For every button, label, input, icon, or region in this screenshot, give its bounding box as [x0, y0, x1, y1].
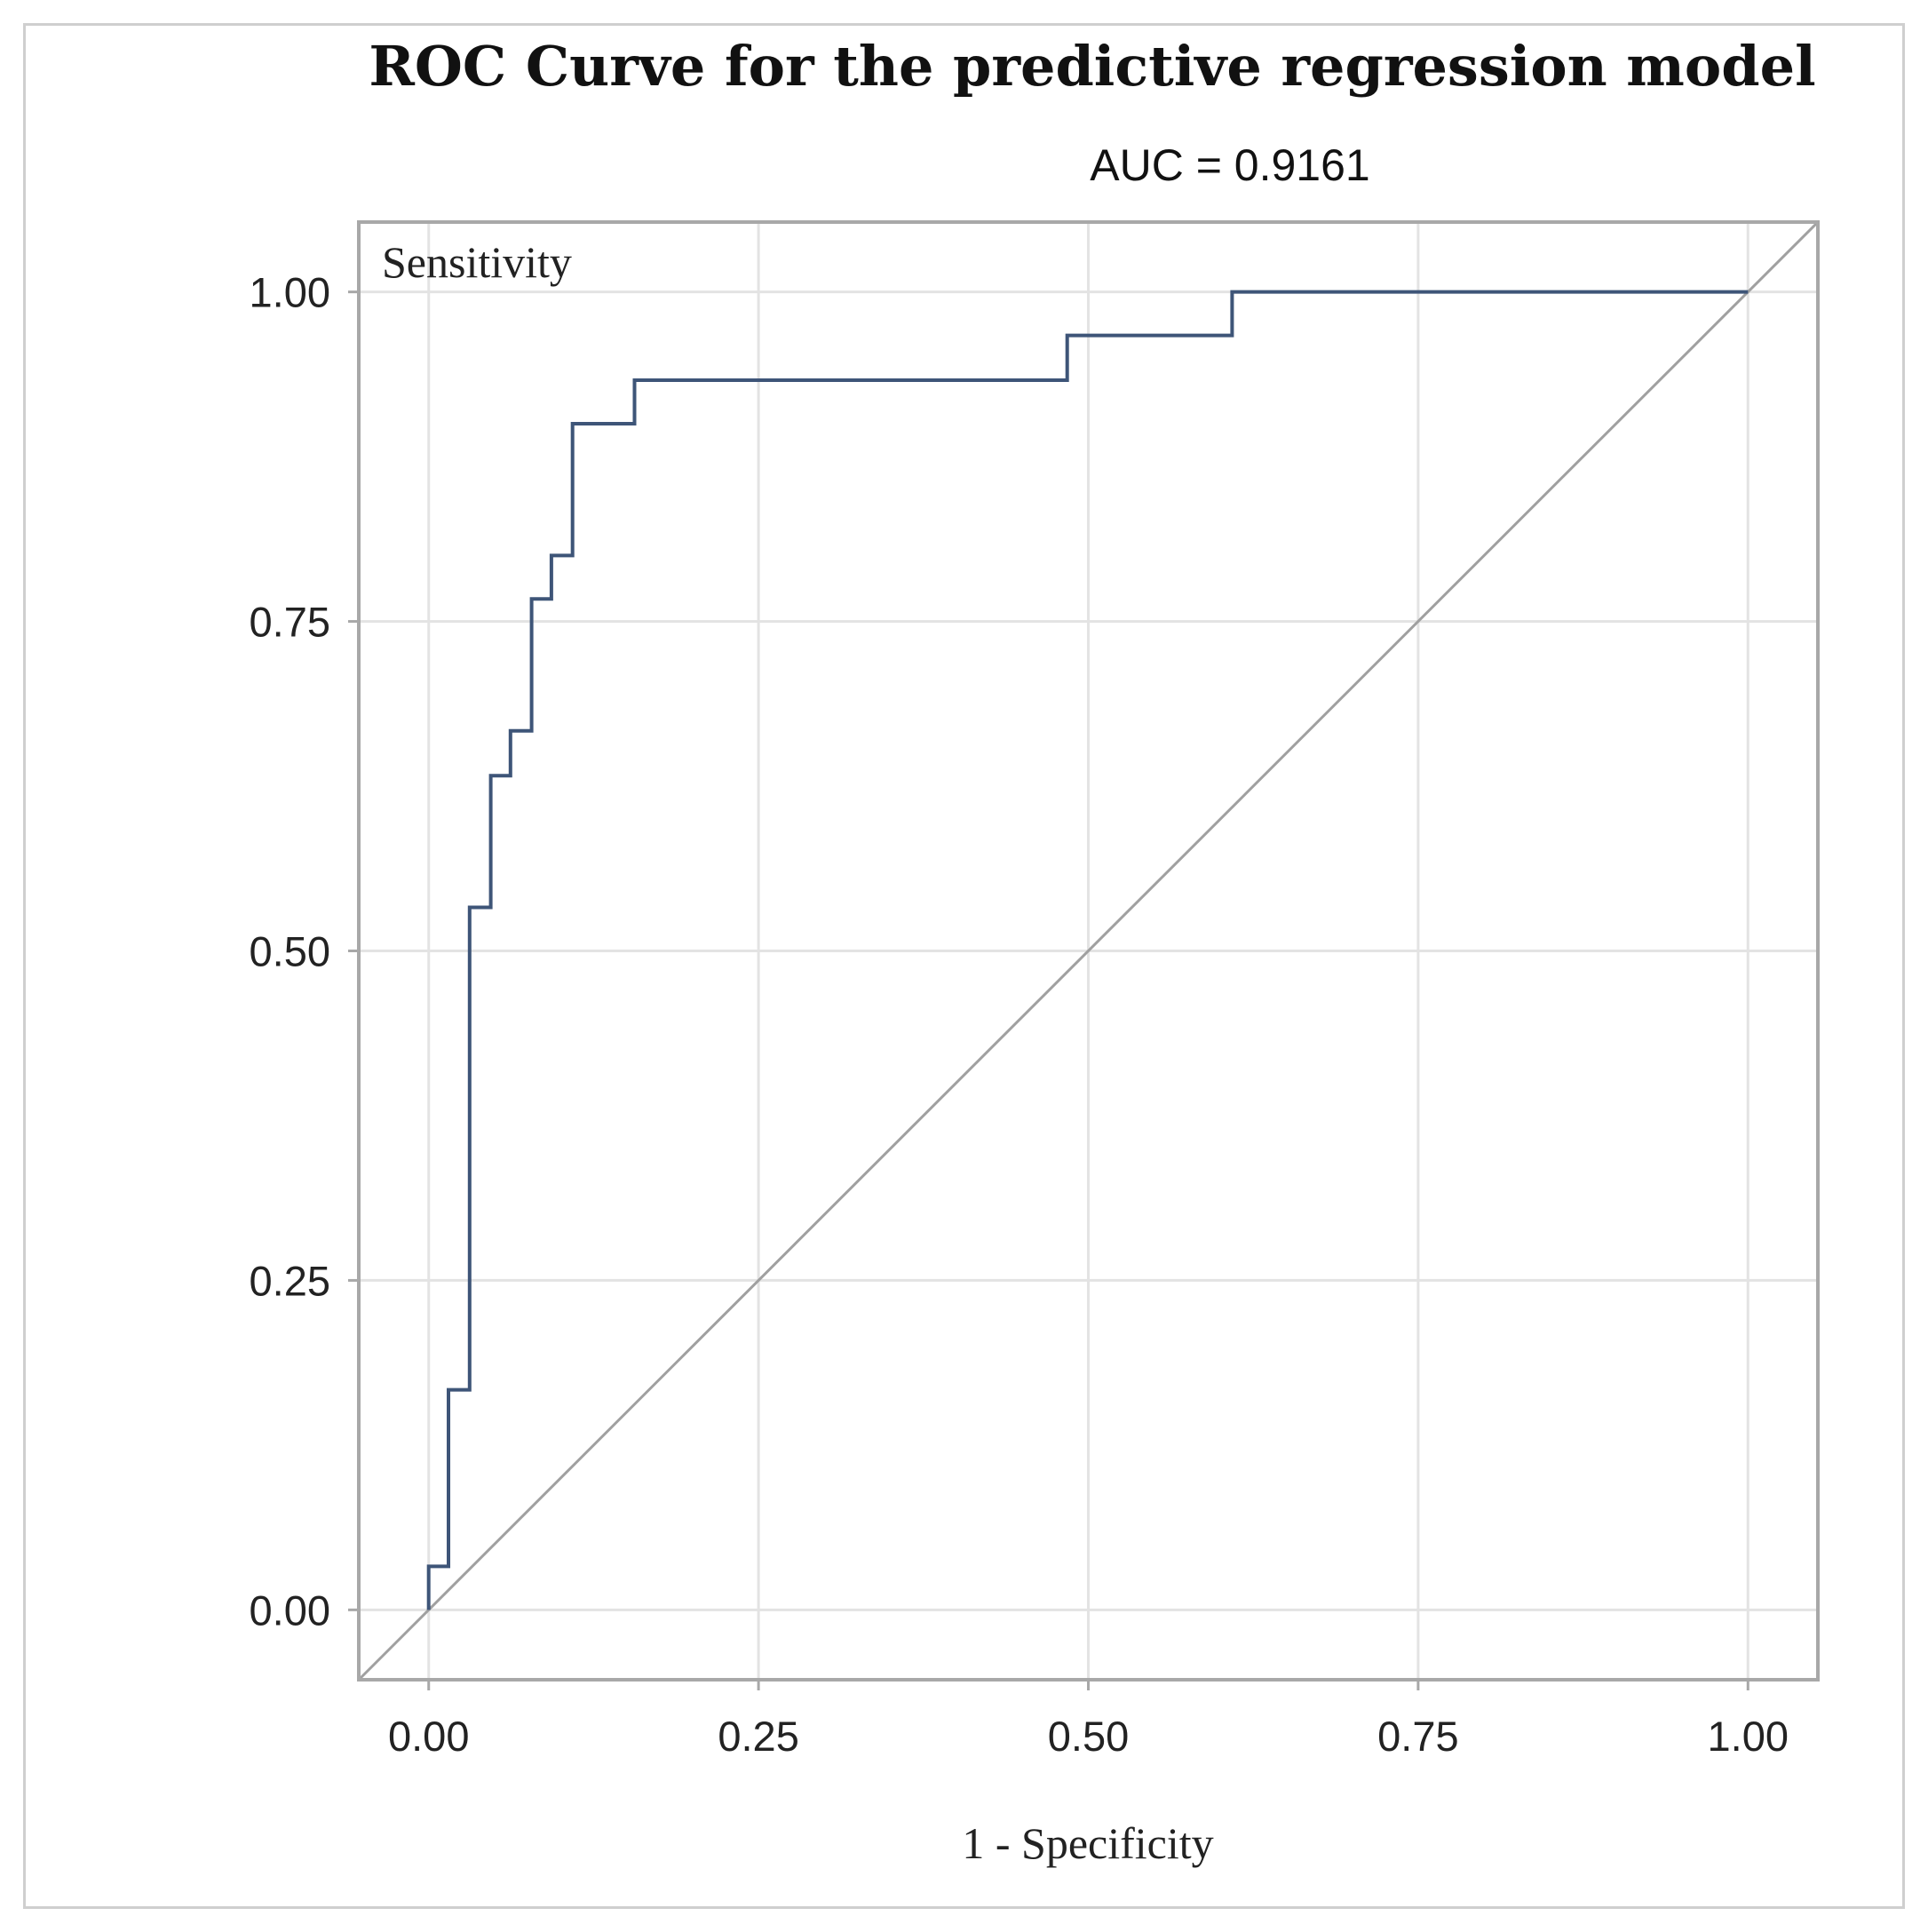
x-tick-labels: 0.00 0.25 0.50 0.75 1.00 [388, 1713, 1789, 1760]
reference-diagonal-line [357, 220, 1820, 1682]
x-tick-label: 0.50 [1048, 1713, 1129, 1760]
x-tick-label: 0.00 [388, 1713, 469, 1760]
x-tick-label: 0.25 [718, 1713, 798, 1760]
roc-curve-line [426, 290, 1749, 1610]
y-tick-label: 0.50 [250, 928, 330, 975]
y-tick-labels: 0.00 0.25 0.50 0.75 1.00 [250, 269, 330, 1634]
y-axis-label: Sensitivity [382, 237, 572, 287]
plot-border [357, 220, 1820, 1682]
series-layer [357, 220, 1820, 1682]
x-tick-label: 0.75 [1377, 1713, 1458, 1760]
chart-title: ROC Curve for the predictive regression … [369, 34, 1815, 99]
y-tick-label: 1.00 [250, 269, 330, 316]
chart-subtitle: AUC = 0.9161 [1090, 140, 1369, 190]
chart-frame [23, 23, 1905, 1909]
y-tick-label: 0.00 [250, 1586, 330, 1634]
y-tick-label: 0.75 [250, 599, 330, 646]
y-tick-label: 0.25 [250, 1257, 330, 1304]
x-tick-label: 1.00 [1708, 1713, 1789, 1760]
x-axis-label: 1 - Specificity [962, 1818, 1213, 1868]
